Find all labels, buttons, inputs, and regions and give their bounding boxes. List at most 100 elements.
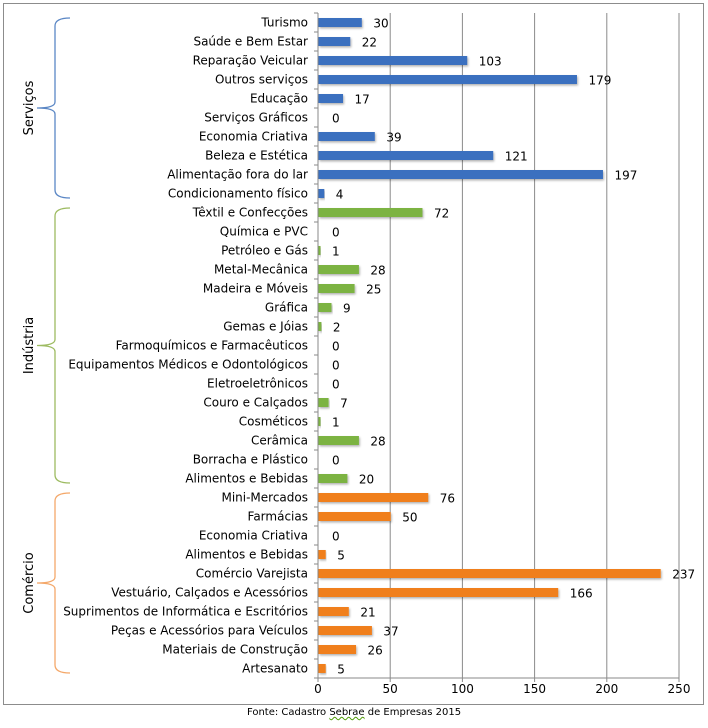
value-label-reparacao-veicular: 103 — [479, 55, 502, 69]
x-tick-label-150: 150 — [523, 682, 546, 696]
value-label-educacao: 17 — [355, 93, 370, 107]
value-label-comercio-varejista: 237 — [672, 568, 695, 582]
value-label-metal-mecanica: 28 — [370, 264, 385, 278]
source-highlight: Sebrae — [329, 707, 365, 718]
value-label-pecas-e-acessorios-para-veiculos: 37 — [383, 625, 398, 639]
category-label-ceramica: Cerâmica — [251, 434, 308, 448]
category-label-madeira-e-moveis: Madeira e Móveis — [203, 282, 308, 296]
category-label-economia-criativa: Economia Criativa — [199, 130, 308, 144]
value-label-mini-mercados: 76 — [440, 492, 455, 506]
x-tick-label-100: 100 — [451, 682, 474, 696]
bar-alimentos-e-bebidas — [318, 550, 326, 559]
category-label-farmoquimicos-e-farmaceuticos: Farmoquímicos e Farmacêuticos — [116, 339, 308, 353]
category-label-alimentacao-fora-do-lar: Alimentação fora do lar — [167, 168, 308, 182]
bar-cosmeticos — [318, 417, 321, 426]
category-label-outros-servicos: Outros serviços — [215, 73, 308, 87]
value-label-eletroeletronicos: 0 — [332, 378, 340, 392]
category-label-alimentos-e-bebidas: Alimentos e Bebidas — [185, 472, 308, 486]
category-label-couro-e-calcados: Couro e Calçados — [203, 396, 308, 410]
value-label-textil-e-confeccoes: 72 — [434, 207, 449, 221]
category-label-economia-criativa: Economia Criativa — [199, 529, 308, 543]
value-label-suprimentos-de-informatica-e-escritorios: 21 — [360, 606, 375, 620]
value-label-quimica-e-pvc: 0 — [332, 226, 340, 240]
category-label-pecas-e-acessorios-para-veiculos: Peças e Acessórios para Veículos — [111, 624, 308, 638]
bar-beleza-e-estetica — [318, 151, 494, 160]
bar-pecas-e-acessorios-para-veiculos — [318, 626, 372, 635]
category-label-gemas-e-joias: Gemas e Jóias — [223, 320, 308, 334]
category-label-quimica-e-pvc: Química e PVC — [220, 225, 308, 239]
value-label-alimentos-e-bebidas: 20 — [359, 473, 374, 487]
value-label-petroleo-e-gas: 1 — [332, 245, 340, 259]
value-label-outros-servicos: 179 — [588, 74, 611, 88]
value-label-vestuario-calcados-e-acessorios: 166 — [570, 587, 593, 601]
category-label-mini-mercados: Mini-Mercados — [221, 491, 308, 505]
category-label-condicionamento-fisico: Condicionamento físico — [168, 187, 308, 201]
bar-gemas-e-joias — [318, 322, 322, 331]
bar-madeira-e-moveis — [318, 284, 355, 293]
category-label-grafica: Gráfica — [265, 301, 308, 315]
category-label-reparacao-veicular: Reparação Veicular — [193, 54, 308, 68]
bar-outros-servicos — [318, 75, 577, 84]
value-label-saude-e-bem-estar: 22 — [362, 36, 377, 50]
bar-comercio-varejista — [318, 569, 661, 578]
bar-turismo — [318, 18, 362, 27]
category-label-cosmeticos: Cosméticos — [239, 415, 308, 429]
value-label-turismo: 30 — [373, 17, 388, 31]
value-label-materiais-de-construcao: 26 — [368, 644, 383, 658]
category-label-textil-e-confeccoes: Têxtil e Confecções — [192, 206, 308, 220]
category-label-materiais-de-construcao: Materiais de Construção — [162, 643, 308, 657]
value-label-alimentos-e-bebidas: 5 — [337, 549, 345, 563]
value-label-farmoquimicos-e-farmaceuticos: 0 — [332, 340, 340, 354]
bar-reparacao-veicular — [318, 56, 468, 65]
category-label-comercio-varejista: Comércio Varejista — [196, 567, 308, 581]
group-label-0: Serviços — [22, 80, 37, 135]
bar-condicionamento-fisico — [318, 189, 325, 198]
value-label-gemas-e-joias: 2 — [333, 321, 341, 335]
value-label-artesanato: 5 — [337, 663, 345, 677]
bar-vestuario-calcados-e-acessorios — [318, 588, 559, 597]
value-label-servicos-graficos: 0 — [332, 112, 340, 126]
bar-alimentos-e-bebidas — [318, 474, 348, 483]
value-label-alimentacao-fora-do-lar: 197 — [614, 169, 637, 183]
source-suffix: de Empresas 2015 — [364, 707, 462, 718]
group-bracket-1 — [36, 207, 71, 484]
value-label-economia-criativa: 39 — [386, 131, 401, 145]
x-tick-label-200: 200 — [595, 682, 618, 696]
category-label-equipamentos-medicos-e-odontologicos: Equipamentos Médicos e Odontológicos — [68, 358, 308, 372]
bar-mini-mercados — [318, 493, 429, 502]
value-label-ceramica: 28 — [370, 435, 385, 449]
category-label-beleza-e-estetica: Beleza e Estética — [205, 149, 308, 163]
source-caption: Fonte: Cadastro Sebrae de Empresas 2015 — [0, 707, 708, 718]
x-tick-label-250: 250 — [668, 682, 691, 696]
bar-metal-mecanica — [318, 265, 359, 274]
bar-materiais-de-construcao — [318, 645, 357, 654]
value-label-couro-e-calcados: 7 — [340, 397, 348, 411]
category-label-petroleo-e-gas: Petróleo e Gás — [221, 244, 308, 258]
category-label-vestuario-calcados-e-acessorios: Vestuário, Calçados e Acessórios — [111, 586, 308, 600]
group-bracket-0 — [36, 17, 71, 199]
category-label-educacao: Educação — [250, 92, 308, 106]
value-label-borracha-e-plastico: 0 — [332, 454, 340, 468]
group-label-1: Indústria — [22, 317, 37, 374]
x-tick-label-0: 0 — [314, 682, 322, 696]
bar-alimentacao-fora-do-lar — [318, 170, 603, 179]
bar-economia-criativa — [318, 132, 375, 141]
category-label-artesanato: Artesanato — [242, 662, 308, 676]
value-label-farmacias: 50 — [402, 511, 417, 525]
bar-saude-e-bem-estar — [318, 37, 351, 46]
bar-artesanato — [318, 664, 326, 673]
category-label-borracha-e-plastico: Borracha e Plástico — [193, 453, 308, 467]
category-label-metal-mecanica: Metal-Mecânica — [214, 263, 308, 277]
value-label-madeira-e-moveis: 25 — [366, 283, 381, 297]
value-label-grafica: 9 — [343, 302, 351, 316]
category-label-servicos-graficos: Serviços Gráficos — [204, 111, 308, 125]
category-label-alimentos-e-bebidas: Alimentos e Bebidas — [185, 548, 308, 562]
category-label-turismo: Turismo — [260, 16, 308, 30]
source-prefix: Fonte: Cadastro — [246, 707, 330, 718]
bar-textil-e-confeccoes — [318, 208, 423, 217]
category-label-eletroeletronicos: Eletroeletrônicos — [207, 377, 308, 391]
value-label-economia-criativa: 0 — [332, 530, 340, 544]
x-tick-label-50: 50 — [383, 682, 398, 696]
category-label-farmacias: Farmácias — [248, 510, 308, 524]
